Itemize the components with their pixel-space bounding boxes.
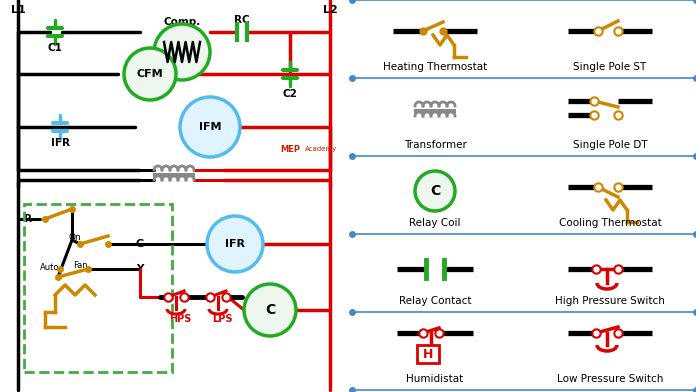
Text: Comp.: Comp. — [164, 17, 200, 27]
Text: CFM: CFM — [136, 69, 164, 79]
Text: H: H — [422, 347, 433, 361]
Text: On: On — [69, 232, 81, 241]
Text: L2: L2 — [323, 5, 338, 15]
Text: Relay Contact: Relay Contact — [399, 296, 471, 306]
Text: Humidistat: Humidistat — [406, 374, 464, 384]
Text: Cooling Thermostat: Cooling Thermostat — [559, 218, 661, 228]
Text: Relay Coil: Relay Coil — [409, 218, 461, 228]
Text: G: G — [136, 239, 144, 249]
Circle shape — [124, 48, 176, 100]
Text: L1: L1 — [10, 5, 25, 15]
Text: C2: C2 — [283, 89, 297, 99]
Text: RC: RC — [234, 15, 250, 25]
Text: C1: C1 — [47, 43, 63, 53]
Text: C: C — [265, 303, 275, 317]
Text: Fan: Fan — [72, 261, 87, 270]
Circle shape — [207, 216, 263, 272]
Text: R: R — [24, 214, 32, 224]
Text: C: C — [430, 184, 440, 198]
Text: IFR: IFR — [225, 239, 245, 249]
Text: IFR: IFR — [51, 138, 70, 148]
Text: Academy: Academy — [305, 146, 338, 152]
Bar — [417, 345, 439, 363]
Text: High Pressure Switch: High Pressure Switch — [555, 296, 665, 306]
Circle shape — [180, 97, 240, 157]
Text: Heating Thermostat: Heating Thermostat — [383, 62, 487, 72]
Circle shape — [415, 171, 455, 211]
Text: Single Pole DT: Single Pole DT — [573, 140, 647, 150]
Text: MEP: MEP — [280, 145, 300, 154]
Text: Single Pole ST: Single Pole ST — [574, 62, 647, 72]
Text: LPS: LPS — [212, 314, 232, 324]
Text: Y: Y — [136, 264, 143, 274]
Text: Low Pressure Switch: Low Pressure Switch — [557, 374, 663, 384]
Circle shape — [154, 24, 210, 80]
Circle shape — [244, 284, 296, 336]
Text: IFM: IFM — [199, 122, 221, 132]
Text: Auto: Auto — [40, 263, 60, 272]
Text: HPS: HPS — [169, 314, 191, 324]
Text: Transformer: Transformer — [404, 140, 466, 150]
